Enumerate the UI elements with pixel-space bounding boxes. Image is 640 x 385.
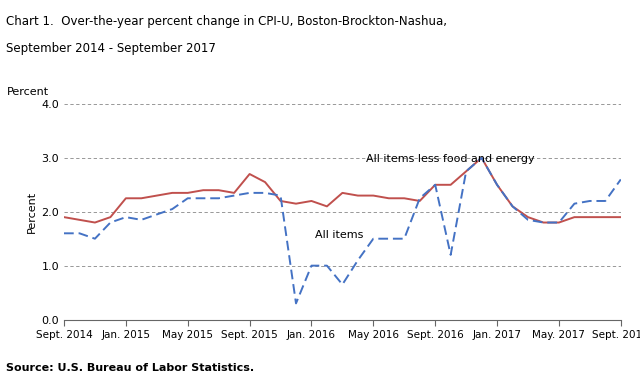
Text: All items: All items bbox=[314, 230, 363, 240]
Text: Chart 1.  Over-the-year percent change in CPI-U, Boston-Brockton-Nashua,: Chart 1. Over-the-year percent change in… bbox=[6, 15, 447, 28]
Text: All items less food and energy: All items less food and energy bbox=[365, 154, 534, 164]
Text: September 2014 - September 2017: September 2014 - September 2017 bbox=[6, 42, 216, 55]
Y-axis label: Percent: Percent bbox=[28, 191, 37, 233]
Text: Source: U.S. Bureau of Labor Statistics.: Source: U.S. Bureau of Labor Statistics. bbox=[6, 363, 255, 373]
Text: Percent: Percent bbox=[6, 87, 49, 97]
